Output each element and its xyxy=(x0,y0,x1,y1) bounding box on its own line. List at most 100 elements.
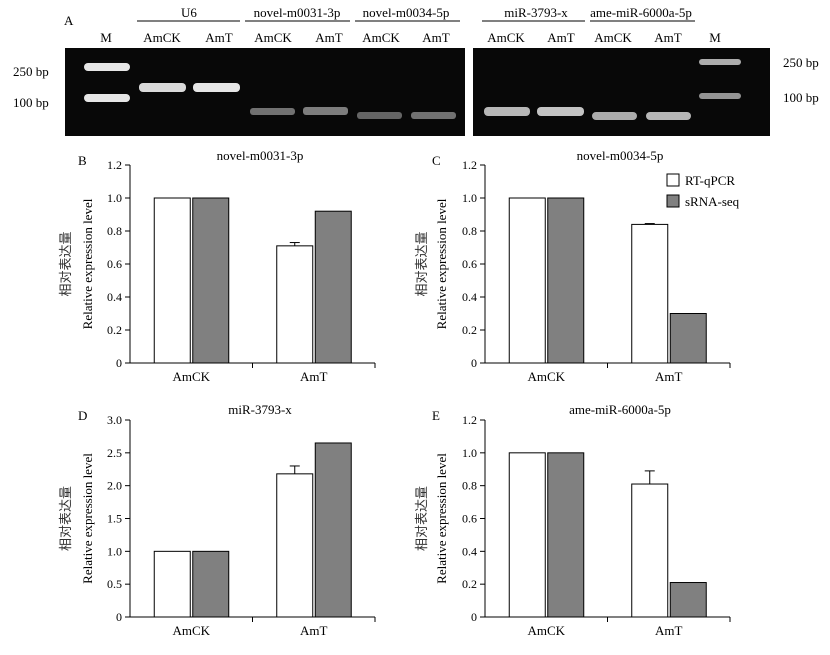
x-tick-label: AmCK xyxy=(527,623,565,638)
lane-label: AmCK xyxy=(594,30,632,45)
bar-srna-seq-amt xyxy=(669,313,707,364)
y-axis-label-en: Relative expression level xyxy=(434,453,449,584)
lane-label: AmCK xyxy=(254,30,292,45)
bar-rt-qpcr-amck xyxy=(508,197,546,364)
y-tick-label: 1.2 xyxy=(107,158,122,172)
bar-rt-qpcr-amt xyxy=(631,483,669,618)
lane-label-marker-right: M xyxy=(709,30,721,45)
bp-label-250-right: 250 bp xyxy=(783,55,819,70)
x-tick-label: AmT xyxy=(300,623,328,638)
y-tick-label: 0.2 xyxy=(462,577,477,591)
chart-title: novel-m0031-3p xyxy=(217,148,304,163)
gel-left-background xyxy=(65,48,465,136)
bar-srna-seq-amck xyxy=(192,550,230,618)
chart-title: ame-miR-6000a-5p xyxy=(569,402,671,417)
lane-label: AmT xyxy=(654,30,682,45)
panel-label: D xyxy=(78,408,87,423)
bar-rt-qpcr-amt xyxy=(276,245,314,364)
gel-band-ame-mir-6000a-5p-amt xyxy=(646,112,691,120)
gel-group-ame-mir-6000a-5p: ame-miR-6000a-5p xyxy=(590,5,692,20)
gel-band-ame-mir-6000a-5p-amck xyxy=(592,112,637,120)
y-axis-label-zh: 相对表达量 xyxy=(58,486,73,551)
y-tick-label: 0.5 xyxy=(107,577,122,591)
y-tick-label: 0.8 xyxy=(107,224,122,238)
y-axis-label-zh: 相对表达量 xyxy=(414,231,429,296)
legend-label: RT-qPCR xyxy=(685,173,735,188)
y-tick-label: 0.4 xyxy=(462,544,477,558)
bp-label-100-right: 100 bp xyxy=(783,90,819,105)
bp-label-250-left: 250 bp xyxy=(13,64,49,79)
y-axis-label-en: Relative expression level xyxy=(434,198,449,329)
y-tick-label: 1.0 xyxy=(462,191,477,205)
y-axis-label-zh: 相对表达量 xyxy=(58,231,73,296)
panel-label: E xyxy=(432,408,440,423)
x-tick-label: AmT xyxy=(300,369,328,384)
gel-band-novel-m0034-5p-amck xyxy=(357,112,402,119)
y-tick-label: 0.2 xyxy=(107,323,122,337)
lane-label: AmCK xyxy=(487,30,525,45)
gel-band-mir-3793-x-amck xyxy=(484,107,530,116)
y-tick-label: 0.6 xyxy=(462,257,477,271)
lane-label: AmT xyxy=(205,30,233,45)
y-tick-label: 0.6 xyxy=(462,512,477,526)
y-tick-label: 0.2 xyxy=(462,323,477,337)
y-tick-label: 0.8 xyxy=(462,479,477,493)
y-tick-label: 1.5 xyxy=(107,512,122,526)
x-tick-label: AmT xyxy=(655,623,683,638)
chart-title: miR-3793-x xyxy=(228,402,292,417)
bar-srna-seq-amt xyxy=(314,442,352,618)
x-tick-label: AmCK xyxy=(527,369,565,384)
gel-group-novel-m0034-5p: novel-m0034-5p xyxy=(363,5,450,20)
y-tick-label: 0.6 xyxy=(107,257,122,271)
lane-label: AmCK xyxy=(362,30,400,45)
y-tick-label: 0.4 xyxy=(462,290,477,304)
y-axis-label-zh: 相对表达量 xyxy=(414,486,429,551)
gel-band-u6-amck xyxy=(139,83,186,92)
chart-title: novel-m0034-5p xyxy=(577,148,664,163)
lane-label: AmT xyxy=(422,30,450,45)
bar-rt-qpcr-amt xyxy=(276,473,314,618)
gel-band-marker-100-right xyxy=(699,93,741,99)
y-tick-label: 2.5 xyxy=(107,446,122,460)
gel-band-novel-m0034-5p-amt xyxy=(411,112,456,119)
bar-srna-seq-amt xyxy=(669,582,707,618)
bar-rt-qpcr-amck xyxy=(153,197,191,364)
y-tick-label: 3.0 xyxy=(107,413,122,427)
x-tick-label: AmCK xyxy=(172,623,210,638)
lane-label: AmCK xyxy=(143,30,181,45)
bar-srna-seq-amck xyxy=(192,197,230,364)
lane-label: AmT xyxy=(315,30,343,45)
y-axis-label-en: Relative expression level xyxy=(80,198,95,329)
bar-srna-seq-amt xyxy=(314,210,352,364)
y-tick-label: 0.4 xyxy=(107,290,122,304)
lane-label: AmT xyxy=(547,30,575,45)
gel-group-u6: U6 xyxy=(181,5,197,20)
y-tick-label: 1.0 xyxy=(462,446,477,460)
gel-band-mir-3793-x-amt xyxy=(537,107,584,116)
bar-rt-qpcr-amt xyxy=(631,223,669,364)
gel-band-marker-100-left xyxy=(84,94,130,102)
y-tick-label: 0 xyxy=(116,356,122,370)
y-axis-label-en: Relative expression level xyxy=(80,453,95,584)
y-tick-label: 0 xyxy=(471,356,477,370)
bar-rt-qpcr-amck xyxy=(153,550,191,618)
lane-label-marker-left: M xyxy=(100,30,112,45)
gel-band-marker-250-left xyxy=(84,63,130,71)
panel-label-a: A xyxy=(64,13,74,28)
legend-swatch xyxy=(666,194,680,208)
bp-label-100-left: 100 bp xyxy=(13,95,49,110)
y-tick-label: 1.0 xyxy=(107,191,122,205)
gel-band-novel-m0031-3p-amt xyxy=(303,107,348,115)
y-tick-label: 2.0 xyxy=(107,479,122,493)
gel-group-novel-m0031-3p: novel-m0031-3p xyxy=(254,5,341,20)
x-tick-label: AmT xyxy=(655,369,683,384)
gel-group-mir-3793-x: miR-3793-x xyxy=(504,5,568,20)
gel-band-novel-m0031-3p-amck xyxy=(250,108,295,115)
y-tick-label: 1.2 xyxy=(462,158,477,172)
panel-label: B xyxy=(78,153,87,168)
